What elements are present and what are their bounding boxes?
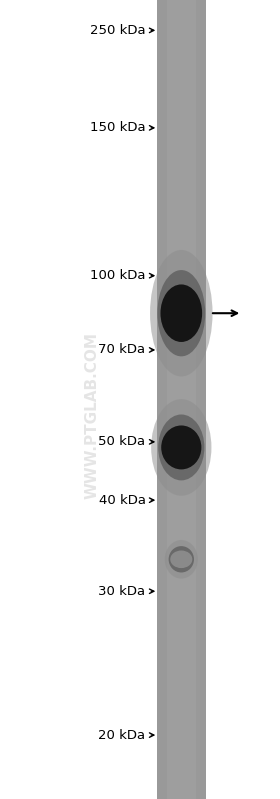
Bar (167, 0, 196, 799)
Ellipse shape (160, 284, 202, 342)
Ellipse shape (169, 547, 194, 572)
Ellipse shape (165, 540, 198, 578)
Text: WWW.PTGLAB.COM: WWW.PTGLAB.COM (85, 332, 100, 499)
Text: 50 kDa: 50 kDa (99, 435, 146, 448)
Text: 100 kDa: 100 kDa (90, 269, 146, 282)
Ellipse shape (151, 400, 211, 495)
Ellipse shape (150, 250, 213, 376)
Text: 250 kDa: 250 kDa (90, 24, 146, 37)
Text: 20 kDa: 20 kDa (99, 729, 146, 741)
Text: 40 kDa: 40 kDa (99, 494, 146, 507)
Ellipse shape (170, 551, 192, 568)
Ellipse shape (158, 415, 204, 480)
Text: 30 kDa: 30 kDa (99, 585, 146, 598)
Text: 150 kDa: 150 kDa (90, 121, 146, 134)
Bar (157, 0, 206, 799)
Ellipse shape (157, 270, 205, 356)
Text: 70 kDa: 70 kDa (99, 344, 146, 356)
Ellipse shape (161, 425, 201, 470)
